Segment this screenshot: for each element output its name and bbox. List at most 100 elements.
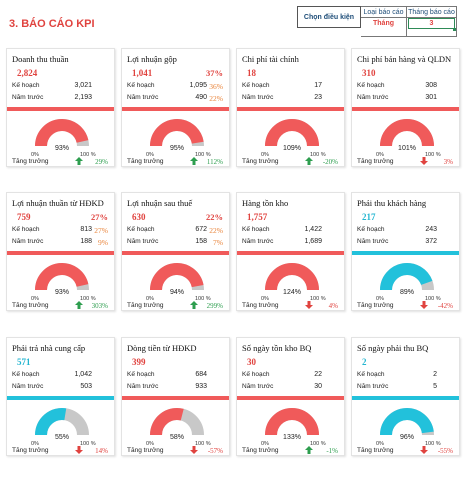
plan-value: 1,042: [74, 371, 92, 378]
plan-value: 684: [195, 371, 207, 378]
last-year-value: 188: [80, 238, 92, 245]
kpi-value: 399: [132, 357, 146, 367]
growth-value: -42%: [437, 302, 453, 310]
plan-label: Kế hoạch: [127, 226, 155, 233]
gauge-fill: [150, 119, 204, 147]
plan-label: Kế hoạch: [242, 371, 270, 378]
kpi-color-bar: [122, 251, 229, 255]
gauge-max-label: 100 %: [425, 296, 441, 302]
plan-value: 243: [425, 226, 437, 233]
kpi-name: Số ngày phải thu BQ: [357, 343, 429, 353]
growth-value: 303%: [91, 302, 108, 310]
growth-value: 29%: [95, 158, 108, 166]
last-year-value: 30: [314, 383, 322, 390]
plan-value: 17: [314, 82, 322, 89]
gauge-min-label: 0%: [261, 152, 269, 158]
growth-label: Tăng trưởng: [357, 447, 394, 454]
gauge-max-label: 100 %: [80, 296, 96, 302]
kpi-value: 630: [132, 212, 146, 222]
growth-label: Tăng trưởng: [357, 158, 394, 165]
last-year-percent: 7%: [213, 238, 223, 247]
gauge-max-label: 100 %: [195, 296, 211, 302]
growth-label: Tăng trưởng: [242, 302, 279, 309]
kpi-percent: 37%: [206, 68, 223, 78]
gauge-min-label: 0%: [376, 152, 384, 158]
plan-label: Kế hoạch: [357, 82, 385, 89]
arrow-up-icon: [75, 301, 83, 309]
arrow-down-icon: [75, 446, 83, 454]
gauge-value: 93%: [54, 145, 69, 152]
gauge-min-label: 0%: [31, 296, 39, 302]
kpi-name: Phải thu khách hàng: [357, 198, 427, 208]
last-year-label: Năm trước: [12, 94, 44, 101]
kpi-card: Lợi nhuận thuần từ HĐKD 759 27% Kế hoạch…: [6, 192, 115, 311]
arrow-up-icon: [305, 157, 313, 165]
gauge-value: 101%: [398, 145, 416, 152]
gauge-chart: [150, 119, 204, 147]
report-type-select[interactable]: Tháng: [373, 20, 394, 27]
gauge-min-label: 0%: [376, 441, 384, 447]
kpi-value: 759: [17, 212, 31, 222]
kpi-color-bar: [237, 251, 344, 255]
kpi-value: 18: [247, 68, 256, 78]
gauge-fill: [35, 119, 89, 147]
gauge-chart: [35, 119, 89, 147]
report-month-header: Tháng báo cáo: [407, 7, 456, 18]
gauge-chart: [150, 408, 204, 436]
report-month-select[interactable]: 3: [408, 18, 456, 31]
gauge-min-label: 0%: [376, 296, 384, 302]
last-year-percent: 9%: [98, 238, 108, 247]
kpi-card: Chi phí tài chính 18 Kế hoạch 17 Năm trư…: [236, 48, 345, 167]
plan-value: 2: [433, 371, 437, 378]
last-year-label: Năm trước: [127, 238, 159, 245]
kpi-value: 1,757: [247, 212, 268, 222]
gauge-chart: [380, 119, 434, 147]
report-month-column: Tháng báo cáo 3: [407, 6, 457, 37]
growth-value: -57%: [207, 447, 223, 455]
kpi-value: 2,824: [17, 68, 38, 78]
kpi-card: Số ngày tồn kho BQ 30 Kế hoạch 22 Năm tr…: [236, 337, 345, 456]
last-year-value: 372: [425, 238, 437, 245]
gauge-fill: [265, 263, 319, 291]
plan-value: 672: [195, 226, 207, 233]
last-year-label: Năm trước: [242, 94, 274, 101]
gauge-min-label: 0%: [146, 296, 154, 302]
plan-label: Kế hoạch: [12, 82, 40, 89]
plan-label: Kế hoạch: [357, 226, 385, 233]
growth-value: 4%: [328, 302, 338, 310]
gauge-chart: [380, 408, 434, 436]
kpi-color-bar: [7, 251, 114, 255]
growth-value: 14%: [95, 447, 108, 455]
arrow-up-icon: [75, 157, 83, 165]
arrow-down-icon: [305, 301, 313, 309]
kpi-card: Dòng tiền từ HĐKD 399 Kế hoạch 684 Năm t…: [121, 337, 230, 456]
plan-value: 308: [425, 82, 437, 89]
gauge-max-label: 100 %: [195, 441, 211, 447]
gauge-max-label: 100 %: [80, 152, 96, 158]
kpi-name: Doanh thu thuần: [12, 54, 69, 64]
plan-label: Kế hoạch: [127, 371, 155, 378]
kpi-color-bar: [7, 107, 114, 111]
gauge-max-label: 100 %: [425, 441, 441, 447]
gauge-chart: [265, 263, 319, 291]
page-title: 3. BÁO CÁO KPI: [9, 18, 95, 30]
growth-label: Tăng trưởng: [357, 302, 394, 309]
arrow-down-icon: [420, 446, 428, 454]
gauge-min-label: 0%: [31, 441, 39, 447]
plan-value: 1,422: [304, 226, 322, 233]
kpi-card: Hàng tồn kho 1,757 Kế hoạch 1,422 Năm tr…: [236, 192, 345, 311]
growth-value: 3%: [443, 158, 453, 166]
last-year-value: 301: [425, 94, 437, 101]
plan-label: Kế hoạch: [242, 226, 270, 233]
gauge-chart: [35, 408, 89, 436]
last-year-value: 933: [195, 383, 207, 390]
last-year-value: 2,193: [74, 94, 92, 101]
kpi-card: Lợi nhuận sau thuế 630 22% Kế hoạch 672 …: [121, 192, 230, 311]
gauge-min-label: 0%: [31, 152, 39, 158]
kpi-card: Doanh thu thuần 2,824 Kế hoạch 3,021 Năm…: [6, 48, 115, 167]
gauge-max-label: 100 %: [310, 152, 326, 158]
plan-value: 813: [80, 226, 92, 233]
last-year-percent: 22%: [209, 94, 223, 103]
kpi-name: Phải trả nhà cung cấp: [12, 343, 86, 353]
gauge-max-label: 100 %: [310, 441, 326, 447]
